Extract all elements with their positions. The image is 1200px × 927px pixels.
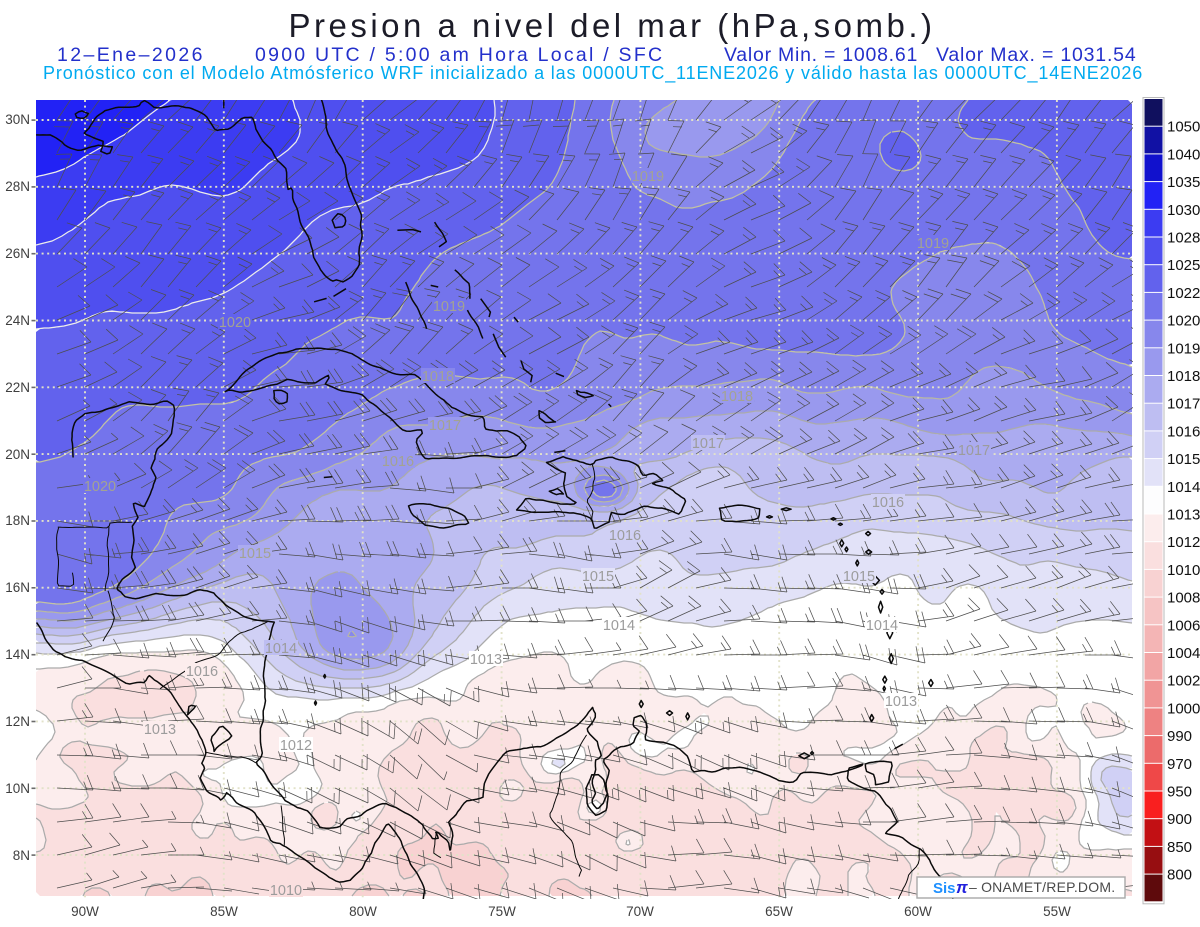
svg-text:70W: 70W (626, 904, 654, 919)
svg-text:75W: 75W (488, 904, 516, 919)
svg-text:1019: 1019 (917, 236, 949, 252)
svg-text:800: 800 (1167, 867, 1192, 884)
svg-text:1013: 1013 (144, 722, 176, 738)
svg-text:85W: 85W (210, 904, 238, 919)
svg-text:1016: 1016 (609, 528, 641, 544)
svg-text:1018: 1018 (422, 369, 454, 385)
svg-text:1015: 1015 (239, 546, 271, 562)
svg-text:1035: 1035 (1167, 174, 1200, 191)
svg-text:1015: 1015 (1167, 451, 1200, 468)
svg-text:1014: 1014 (1167, 479, 1200, 496)
svg-text:990: 990 (1167, 728, 1192, 745)
svg-text:1017: 1017 (429, 418, 461, 434)
svg-text:1017: 1017 (692, 436, 724, 452)
svg-text:1006: 1006 (1167, 617, 1200, 634)
svg-text:1019: 1019 (433, 299, 465, 315)
svg-text:1028: 1028 (1167, 230, 1200, 247)
svg-text:55W: 55W (1043, 904, 1071, 919)
svg-text:8N: 8N (13, 848, 30, 863)
svg-text:1016: 1016 (186, 664, 218, 680)
svg-text:1015: 1015 (582, 569, 614, 585)
svg-text:1018: 1018 (1167, 368, 1200, 385)
svg-text:970: 970 (1167, 756, 1192, 773)
svg-text:1020: 1020 (1167, 313, 1200, 330)
svg-text:Sis: Sis (933, 880, 956, 897)
svg-text:1018: 1018 (721, 389, 753, 405)
svg-text:1050: 1050 (1167, 119, 1200, 136)
svg-text:1014: 1014 (603, 618, 635, 634)
svg-text:22N: 22N (5, 380, 30, 395)
svg-text:1015: 1015 (843, 569, 875, 585)
svg-text:12–Ene–2026: 12–Ene–2026 (57, 44, 205, 66)
svg-text:1017: 1017 (1167, 396, 1200, 413)
svg-text:1016: 1016 (872, 495, 904, 511)
svg-text:24N: 24N (5, 313, 30, 328)
svg-text:1030: 1030 (1167, 202, 1200, 219)
svg-text:1016: 1016 (1167, 423, 1200, 440)
svg-text:900: 900 (1167, 811, 1192, 828)
svg-text:1012: 1012 (280, 738, 312, 754)
svg-text:1017: 1017 (958, 443, 990, 459)
svg-text:1013: 1013 (470, 652, 502, 668)
svg-text:1020: 1020 (84, 479, 116, 495)
svg-text:1000: 1000 (1167, 700, 1200, 717)
svg-text:1010: 1010 (270, 883, 302, 899)
svg-text:π: π (956, 879, 968, 897)
svg-text:1010: 1010 (1167, 562, 1200, 579)
svg-text:65W: 65W (765, 904, 793, 919)
svg-text:28N: 28N (5, 179, 30, 194)
svg-text:16N: 16N (5, 580, 30, 595)
svg-text:850: 850 (1167, 839, 1192, 856)
svg-text:90W: 90W (71, 904, 99, 919)
svg-text:1020: 1020 (219, 315, 251, 331)
svg-text:12N: 12N (5, 714, 30, 729)
svg-text:Valor Min. = 1008.61: Valor Min. = 1008.61 (724, 44, 918, 66)
svg-text:1019: 1019 (1167, 340, 1200, 357)
svg-text:26N: 26N (5, 246, 30, 261)
svg-text:Pronóstico con el Modelo Atmós: Pronóstico con el Modelo Atmósferico WRF… (43, 63, 1143, 84)
svg-text:0900 UTC / 5:00 am Hora Local: 0900 UTC / 5:00 am Hora Local / SFC (255, 44, 664, 66)
svg-text:1004: 1004 (1167, 645, 1200, 662)
svg-text:1019: 1019 (632, 169, 664, 185)
svg-text:20N: 20N (5, 447, 30, 462)
svg-text:– ONAMET/REP.DOM.: – ONAMET/REP.DOM. (969, 879, 1115, 895)
svg-text:1022: 1022 (1167, 285, 1200, 302)
svg-text:Valor Max. = 1031.54: Valor Max. = 1031.54 (936, 44, 1136, 66)
svg-text:10N: 10N (5, 781, 30, 796)
svg-text:1025: 1025 (1167, 257, 1200, 274)
svg-text:1012: 1012 (1167, 534, 1200, 551)
svg-text:1014: 1014 (866, 618, 898, 634)
svg-text:950: 950 (1167, 784, 1192, 801)
svg-text:Presion a nivel del mar (hPa,s: Presion a nivel del mar (hPa,somb.) (288, 7, 935, 44)
svg-text:1014: 1014 (265, 641, 297, 657)
svg-text:60W: 60W (904, 904, 932, 919)
svg-text:80W: 80W (349, 904, 377, 919)
svg-text:1002: 1002 (1167, 673, 1200, 690)
svg-text:14N: 14N (5, 647, 30, 662)
svg-text:1040: 1040 (1167, 146, 1200, 163)
svg-text:30N: 30N (5, 112, 30, 127)
svg-text:1016: 1016 (382, 454, 414, 470)
svg-text:1013: 1013 (1167, 507, 1200, 524)
svg-text:1013: 1013 (885, 694, 917, 710)
svg-text:1008: 1008 (1167, 590, 1200, 607)
svg-text:18N: 18N (5, 513, 30, 528)
